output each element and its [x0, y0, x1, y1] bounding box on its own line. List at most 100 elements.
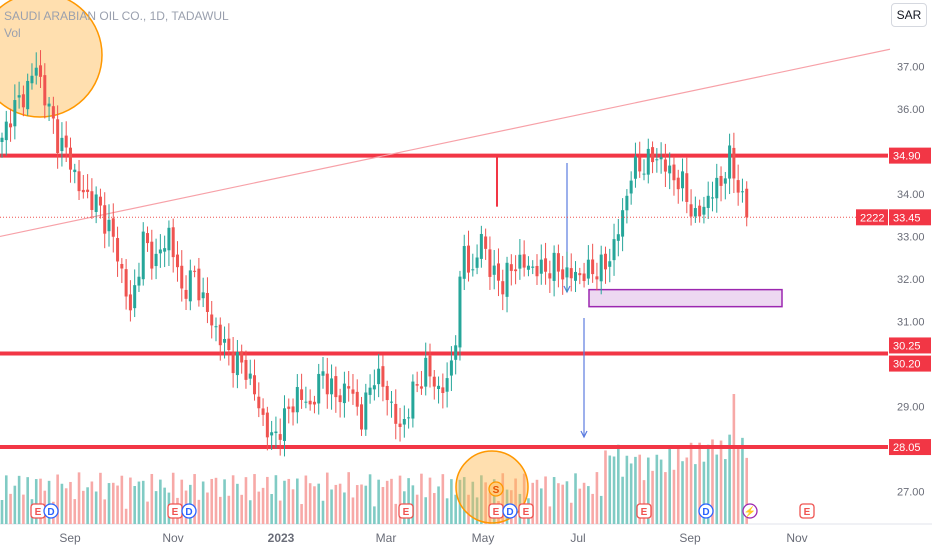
event-dividend-icon[interactable]	[43, 503, 59, 519]
volume-bar	[728, 434, 731, 524]
candle-body	[449, 360, 453, 376]
volume-bar	[240, 494, 243, 524]
candle-body	[223, 338, 227, 343]
trend-line[interactable]	[0, 48, 891, 238]
y-tick-label: 27.00	[897, 487, 925, 499]
event-earnings-icon[interactable]	[636, 503, 652, 519]
candle-body	[146, 233, 150, 244]
candle-body	[723, 178, 727, 184]
candle-body	[248, 373, 252, 379]
volume-bar	[364, 485, 368, 524]
volume-bar	[629, 463, 633, 524]
candle-body	[360, 404, 364, 430]
volume-bar	[253, 474, 256, 524]
candle-body	[428, 355, 432, 377]
candle-body	[454, 345, 458, 360]
volume-bar	[313, 486, 316, 524]
volume-bar	[659, 459, 663, 524]
volume-bar	[325, 472, 329, 524]
volume-bar	[0, 500, 4, 524]
volume-bar	[300, 504, 303, 524]
volume-bar	[261, 487, 265, 524]
candle-body	[544, 258, 548, 272]
event-dividend-icon[interactable]	[698, 503, 714, 519]
candle-body	[282, 408, 286, 441]
candle-body	[90, 191, 94, 210]
candle-body	[9, 123, 13, 128]
candle-body	[676, 177, 680, 190]
volume-bar	[745, 457, 749, 524]
y-tick-label: 33.00	[897, 231, 925, 243]
candle-body	[56, 119, 60, 154]
volume-bar	[270, 493, 273, 524]
candle-body	[475, 257, 479, 268]
candle-body	[171, 227, 175, 258]
event-dividend-icon[interactable]	[742, 503, 758, 519]
candle-body	[107, 219, 111, 232]
candle-body	[398, 423, 402, 427]
candle-body	[578, 273, 582, 276]
volume-bar	[462, 477, 466, 524]
volume-bar	[719, 440, 723, 524]
event-earnings-icon[interactable]	[398, 503, 414, 519]
candle-body	[364, 392, 368, 430]
candle-body	[103, 205, 107, 234]
event-split-icon[interactable]	[488, 481, 504, 497]
candle-body	[231, 352, 235, 374]
volume-bar	[244, 477, 248, 524]
candle-body	[214, 326, 218, 328]
volume-bar	[34, 479, 38, 524]
candle-body	[17, 95, 21, 98]
candle-body	[111, 218, 115, 237]
volume-bar	[377, 479, 380, 524]
volume-bar	[368, 474, 372, 524]
event-dividend-icon[interactable]	[502, 503, 518, 519]
volume-bar	[420, 473, 423, 524]
event-dividend-icon[interactable]	[181, 503, 197, 519]
candle-body	[556, 253, 560, 272]
candle-body	[355, 391, 359, 407]
candle-body	[98, 196, 102, 206]
volume-bar	[56, 474, 59, 524]
event-label: E	[172, 507, 179, 518]
volume-bar	[154, 491, 158, 524]
candle-body	[655, 159, 659, 161]
volume-bar	[492, 479, 496, 524]
event-label: E	[403, 507, 410, 518]
volume-bar	[552, 477, 556, 524]
candle-body	[175, 254, 179, 268]
candle-body	[86, 189, 90, 192]
volume-bar	[111, 482, 115, 524]
volume-bar	[689, 442, 693, 524]
volume-bar	[9, 493, 12, 524]
candle-body	[621, 210, 625, 237]
candle-body	[663, 159, 667, 172]
candle-body	[334, 376, 338, 398]
x-tick-label: Mar	[376, 531, 397, 545]
rectangle-zone[interactable]	[588, 288, 783, 308]
y-tick-label: 34.00	[897, 189, 925, 201]
volume-bar	[103, 499, 107, 524]
volume-bar	[214, 477, 218, 524]
volume-bar	[64, 488, 68, 524]
price-axis	[888, 0, 932, 550]
currency-button[interactable]: SAR	[891, 3, 927, 27]
volume-bar	[484, 482, 487, 524]
candle-body	[188, 270, 192, 302]
volume-bar	[206, 492, 209, 524]
volume-bar	[441, 474, 445, 524]
volume-bar	[218, 496, 222, 524]
volume-bar	[736, 447, 740, 524]
event-earnings-icon[interactable]	[799, 503, 815, 519]
candle-body	[646, 148, 650, 175]
volume-bar	[587, 486, 590, 524]
event-earnings-icon[interactable]	[518, 503, 534, 519]
volume-bar	[163, 487, 166, 524]
x-tick-label: Nov	[162, 531, 183, 545]
volume-bar	[266, 476, 269, 524]
candle-body	[128, 294, 132, 311]
volume-bar	[394, 503, 398, 524]
highlight-circle[interactable]	[0, 0, 103, 118]
candle-body	[612, 239, 616, 261]
